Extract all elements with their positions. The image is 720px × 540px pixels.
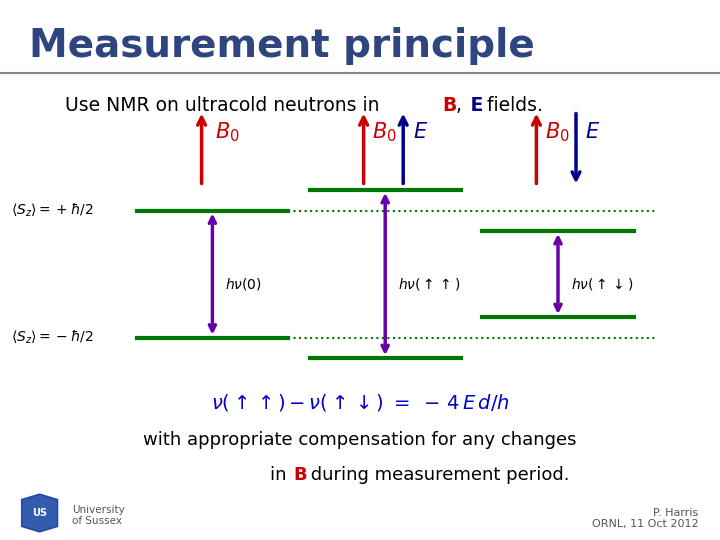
Text: E: E (464, 96, 484, 115)
Text: US: US (32, 508, 47, 518)
Text: $\langle S_z\rangle = -\hbar/2$: $\langle S_z\rangle = -\hbar/2$ (11, 329, 93, 346)
Text: B: B (442, 96, 456, 115)
Text: ,: , (455, 96, 461, 115)
Text: $\nu(\uparrow\uparrow) - \nu(\uparrow\downarrow)\ =\ -\,4\,E\,d/h$: $\nu(\uparrow\uparrow) - \nu(\uparrow\do… (211, 392, 509, 413)
Text: $h\nu(0)$: $h\nu(0)$ (225, 276, 262, 292)
Text: $h\nu(\uparrow\downarrow)$: $h\nu(\uparrow\downarrow)$ (571, 276, 633, 292)
Text: P. Harris
ORNL, 11 Oct 2012: P. Harris ORNL, 11 Oct 2012 (592, 508, 698, 529)
Text: Measurement principle: Measurement principle (29, 27, 534, 65)
Text: $h\nu(\uparrow\uparrow)$: $h\nu(\uparrow\uparrow)$ (398, 276, 460, 292)
Polygon shape (22, 494, 58, 532)
Text: University
of Sussex: University of Sussex (72, 505, 125, 526)
Text: $B_0$: $B_0$ (372, 120, 397, 144)
Text: Use NMR on ultracold neutrons in: Use NMR on ultracold neutrons in (65, 96, 385, 115)
Text: fields.: fields. (481, 96, 543, 115)
Text: in: in (270, 466, 292, 484)
Text: $E$: $E$ (585, 122, 600, 143)
Text: $E$: $E$ (413, 122, 428, 143)
Text: $B_0$: $B_0$ (545, 120, 570, 144)
Text: $\langle S_z\rangle = +\hbar/2$: $\langle S_z\rangle = +\hbar/2$ (11, 202, 93, 219)
Text: with appropriate compensation for any changes: with appropriate compensation for any ch… (143, 431, 577, 449)
Text: $B_0$: $B_0$ (215, 120, 239, 144)
Text: B: B (294, 466, 307, 484)
Text: during measurement period.: during measurement period. (305, 466, 570, 484)
